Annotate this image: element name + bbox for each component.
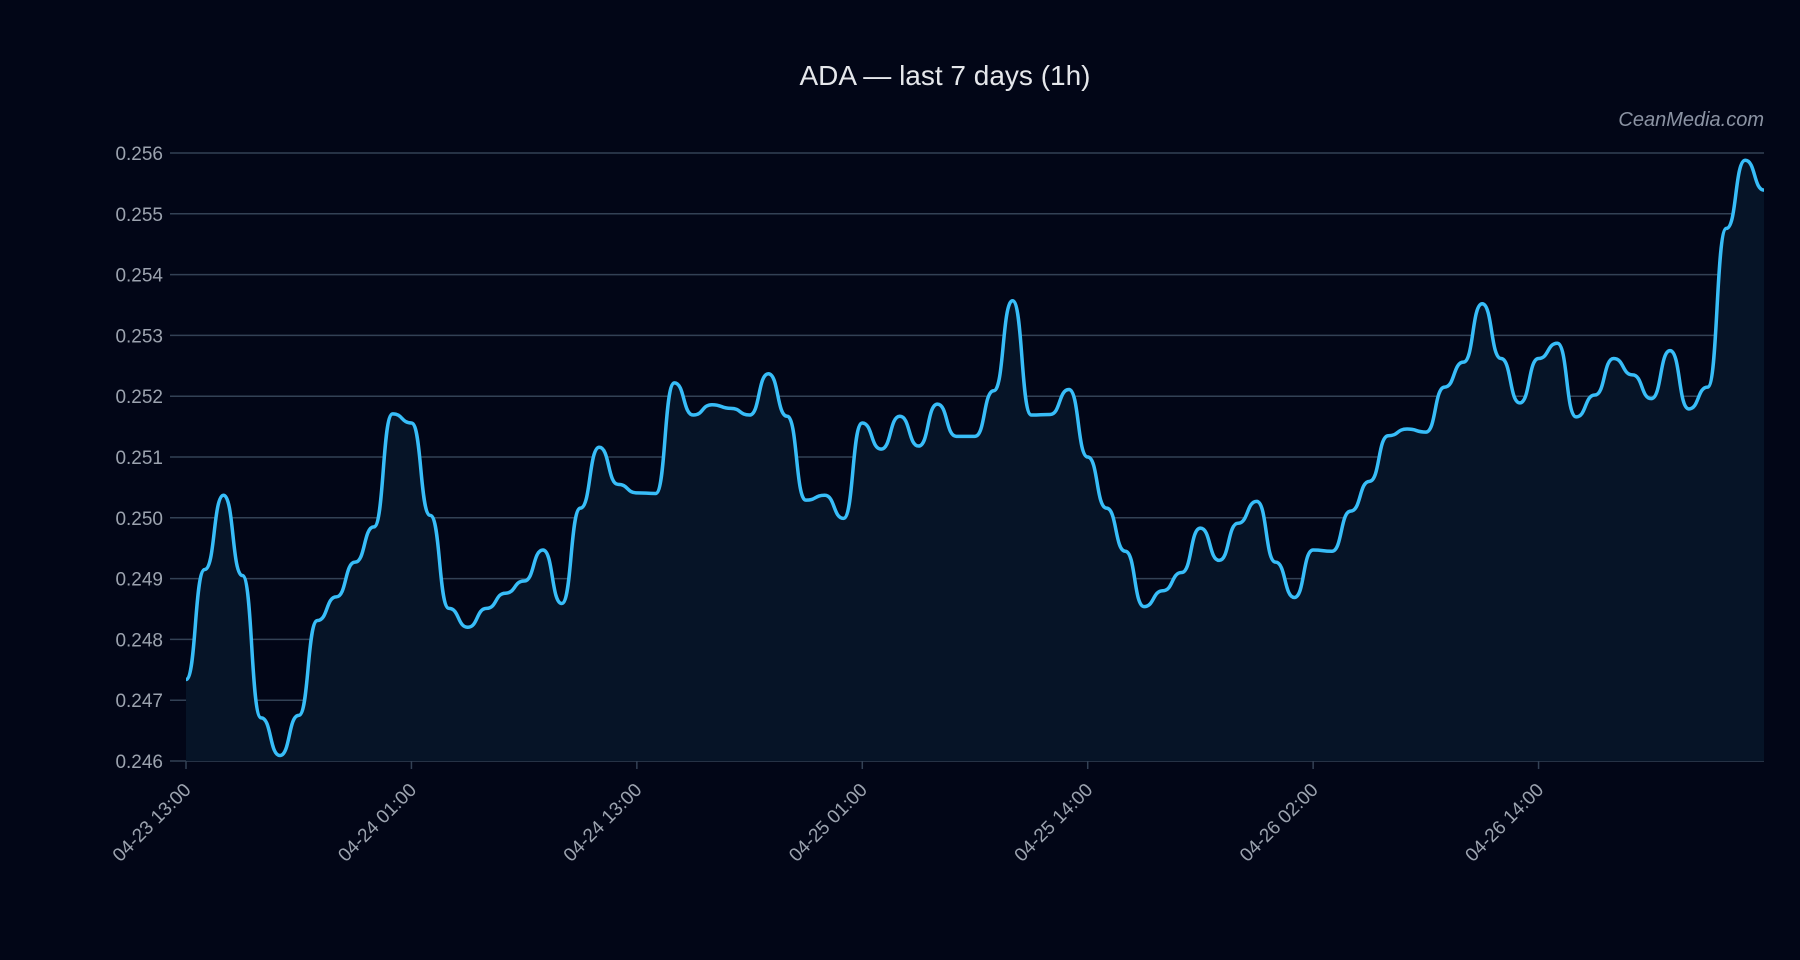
- price-line: [184, 158, 1765, 758]
- y-tick-label: 0.255: [115, 205, 163, 226]
- y-tick-label: 0.249: [115, 570, 163, 591]
- y-tick-label: 0.254: [115, 266, 163, 287]
- y-tick-label: 0.247: [115, 691, 163, 712]
- y-tick-label: 0.250: [115, 509, 163, 530]
- y-tick-label: 0.251: [115, 448, 163, 469]
- y-tick-label: 0.252: [115, 387, 163, 408]
- price-area: [186, 160, 1764, 761]
- chart-title: ADA — last 7 days (1h): [799, 60, 1090, 91]
- y-tick-label: 0.248: [115, 630, 163, 651]
- watermark: CeanMedia.com: [1618, 109, 1764, 131]
- y-tick-label: 0.246: [115, 752, 163, 773]
- y-axis: 0.246 0.247 0.248 0.249 0.250 0.251 0.252 0.253…: [115, 144, 163, 773]
- y-tick-label: 0.256: [115, 144, 163, 165]
- y-tick-label: 0.253: [115, 326, 163, 347]
